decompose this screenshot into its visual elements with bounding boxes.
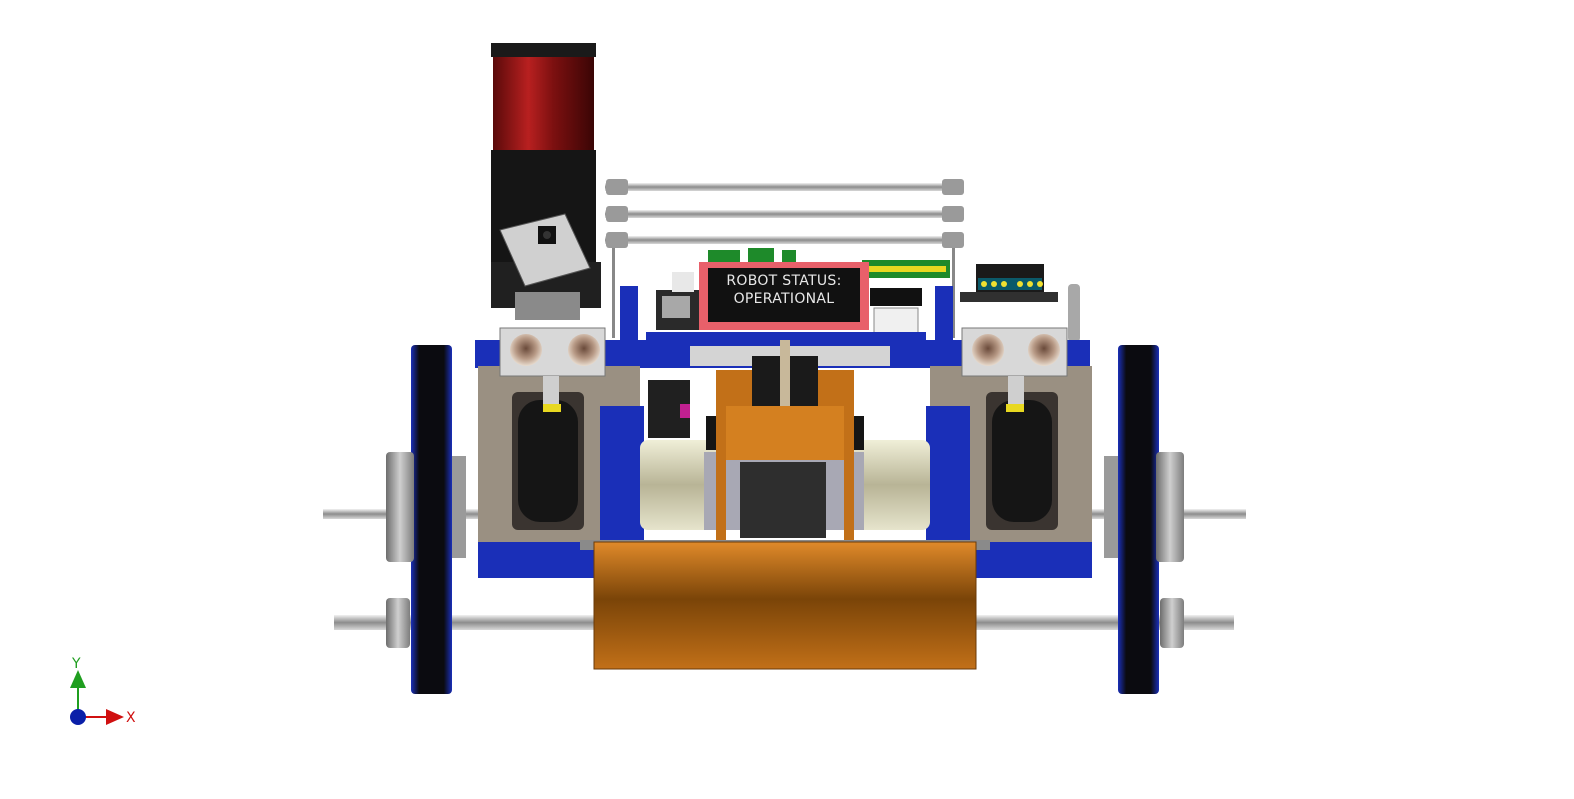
plow-mount: [716, 340, 854, 548]
left-speaker-icon: [512, 392, 584, 530]
lcd-display: ROBOT STATUS: OPERATIONAL: [699, 262, 869, 330]
right-bracket: [926, 406, 970, 540]
plow-blade: [593, 541, 977, 670]
left-ultrasonic-sensor: [499, 327, 606, 412]
bottom-frame-right: [975, 542, 1092, 578]
right-sensor-board: [960, 264, 1080, 342]
y-axis-label: Y: [71, 656, 81, 672]
electronics-boards: [656, 248, 950, 337]
right-wheel: [1104, 345, 1184, 694]
lcd-line-1: ROBOT STATUS:: [726, 273, 841, 289]
right-speaker-icon: [986, 392, 1058, 530]
threaded-rods: [605, 179, 964, 338]
axis-triad: Y X: [70, 656, 136, 726]
left-wheel: [386, 345, 466, 694]
axis-origin: [70, 709, 86, 725]
x-axis-label: X: [126, 710, 136, 726]
right-ultrasonic-sensor: [961, 327, 1068, 412]
left-bracket: [600, 406, 644, 540]
drive-motors: [640, 380, 930, 538]
bottom-frame-left: [478, 542, 598, 578]
camera-icon: [499, 213, 591, 287]
lcd-line-2: OPERATIONAL: [734, 291, 835, 307]
